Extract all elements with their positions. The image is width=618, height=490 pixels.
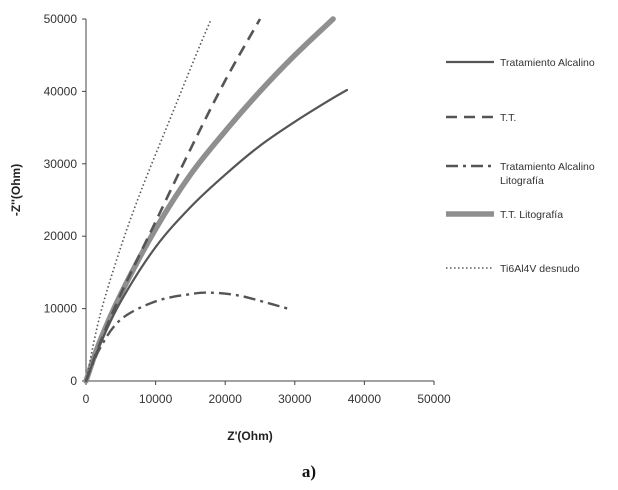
x-axis-label: Z'(Ohm): [227, 429, 273, 443]
nyquist-chart: 0 10000 20000 30000 40000 50000 0 10000 20000 30…: [9, 12, 595, 443]
y-tick-label: 30000: [44, 157, 78, 171]
legend-label-3: Tratamiento Alcalino Litografía: [500, 161, 595, 187]
series-line-2: [84, 18, 262, 382]
y-axis-label: -Z''(Ohm): [9, 164, 23, 216]
y-tick-label: 0: [70, 374, 77, 388]
series-line-4: [83, 16, 336, 384]
x-tick-label: 50000: [417, 392, 451, 406]
axes: [85, 19, 434, 382]
legend-label-4: T.T. Litografía: [500, 209, 563, 221]
x-tick-label: 40000: [348, 392, 382, 406]
figure-caption: a): [301, 462, 317, 481]
x-ticks: 0 10000 20000 30000 40000 50000: [83, 381, 451, 406]
x-tick-label: 20000: [209, 392, 243, 406]
x-tick-label: 0: [83, 392, 90, 406]
y-tick-label: 40000: [44, 84, 78, 98]
legend-label-5: Ti6Al4V desnudo: [500, 263, 580, 275]
legend-label-2: T.T.: [500, 112, 516, 124]
legend: Tratamiento Alcalino T.T. Tratamiento Alca…: [446, 57, 595, 275]
x-tick-label: 10000: [139, 392, 173, 406]
series-line-1: [84, 88, 349, 383]
series-group: [83, 16, 349, 384]
y-ticks: 0 10000 20000 30000 40000 50000: [44, 12, 86, 388]
y-tick-label: 50000: [44, 12, 78, 26]
y-tick-label: 10000: [44, 302, 78, 316]
y-tick-label: 20000: [44, 229, 78, 243]
x-tick-label: 30000: [278, 392, 312, 406]
legend-label-1: Tratamiento Alcalino: [500, 57, 595, 69]
series-line-5: [85, 18, 213, 382]
